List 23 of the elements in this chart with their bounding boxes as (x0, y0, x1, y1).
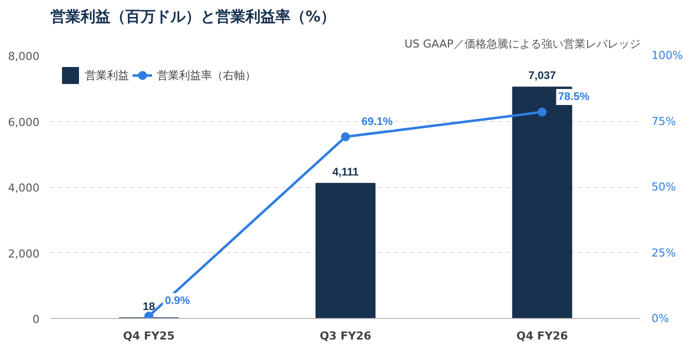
data-label: 0.9% (164, 295, 190, 308)
data-label: 4,111 (332, 166, 359, 178)
text: US GAAP／価格急騰による強い営業レバレッジ (404, 38, 641, 50)
legend-label: 営業利益率（右軸） (157, 68, 256, 82)
y-tick-label: 8,000 (8, 50, 40, 63)
y-tick-label: 6,000 (8, 116, 40, 129)
y2-tick-label: 75% (652, 114, 676, 128)
y-tick-label: 0 (32, 313, 40, 326)
y2-tick-label: 0% (652, 312, 669, 325)
x-tick-label: Q3 FY26 (320, 330, 372, 342)
x-tick-label: Q4 FY26 (516, 330, 568, 342)
data-label: 78.5% (558, 91, 590, 104)
chart-title: 営業利益（百万ドル）と営業利益率（%） (50, 8, 336, 26)
y2-tick-label: 50% (652, 180, 676, 194)
data-label: 7,037 (528, 70, 556, 82)
y-tick-label: 2,000 (8, 247, 40, 260)
data-label: 18 (142, 300, 155, 313)
y-tick-label: 4,000 (8, 182, 40, 194)
legend-label: 営業利益 (85, 68, 129, 82)
y2-tick-label: 25% (652, 246, 676, 260)
x-tick-label: Q4 FY25 (123, 330, 175, 342)
y2-tick-label: 100% (652, 49, 683, 62)
data-label: 69.1% (362, 116, 393, 128)
